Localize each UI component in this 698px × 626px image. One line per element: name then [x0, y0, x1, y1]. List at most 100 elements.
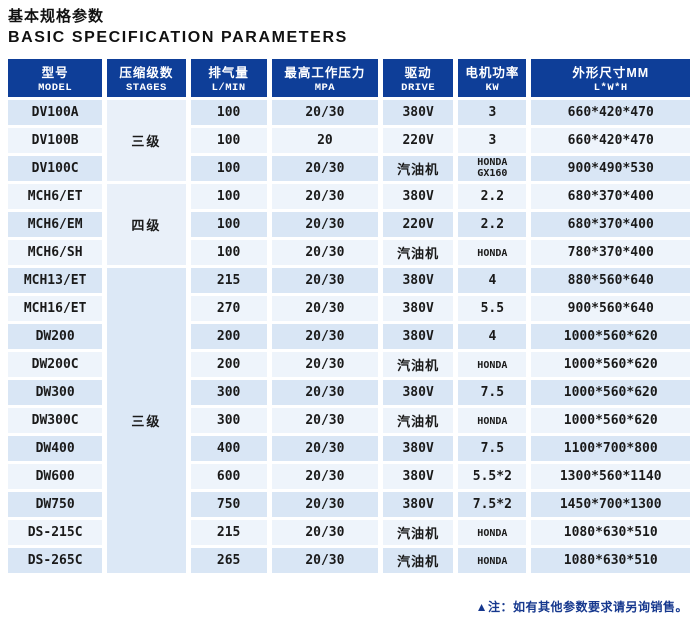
power-cell: HONDA — [458, 520, 527, 545]
table-row: DW600 600 20/30 380V 5.5*2 1300*560*1140 — [8, 464, 690, 489]
power-cell: 4 — [458, 268, 527, 293]
power-cell: 2.2 — [458, 184, 527, 209]
table-row: MCH6/EM 100 20/30 220V 2.2 680*370*400 — [8, 212, 690, 237]
displacement-cell: 270 — [190, 296, 267, 321]
displacement-cell: 200 — [190, 352, 267, 377]
column-header-mpa: 最高工作压力 MPA — [271, 59, 379, 97]
column-header-zh: 排气量 — [208, 66, 249, 80]
page-title-block: 基本规格参数 BASIC SPECIFICATION PARAMETERS — [0, 0, 698, 47]
table-header-row: 型号 MODEL 压缩级数 STAGES 排气量 L/MIN 最高工作压力 MPA 驱动 DRIV… — [8, 59, 690, 97]
power-cell: 5.5*2 — [458, 464, 527, 489]
column-header-en: MODEL — [38, 82, 73, 94]
page-title-zh: 基本规格参数 — [8, 8, 105, 25]
column-header-zh: 压缩级数 — [119, 66, 174, 80]
dimensions-cell: 1000*560*620 — [531, 380, 690, 405]
table-row: MCH13/ET 三级 215 20/30 380V 4 880*560*640 — [8, 268, 690, 573]
drive-cell: 380V — [383, 492, 454, 517]
model-cell: MCH6/ET — [8, 184, 103, 209]
column-header-en: L*W*H — [593, 82, 628, 94]
column-header-en: KW — [485, 82, 500, 94]
dimensions-cell: 1300*560*1140 — [531, 464, 690, 489]
model-cell: DW200 — [8, 324, 103, 349]
power-cell: 7.5 — [458, 436, 527, 461]
displacement-cell: 265 — [190, 548, 267, 573]
drive-cell: 380V — [383, 296, 454, 321]
model-cell: DW300C — [8, 408, 103, 433]
engine-brand-label: HONDA — [477, 360, 508, 371]
pressure-cell: 20/30 — [271, 240, 379, 265]
model-cell: MCH6/SH — [8, 240, 103, 265]
power-cell: 2.2 — [458, 212, 527, 237]
page-title-en: BASIC SPECIFICATION PARAMETERS — [8, 29, 348, 46]
drive-cell: 380V — [383, 268, 454, 293]
displacement-cell: 215 — [190, 520, 267, 545]
dimensions-cell: 680*370*400 — [531, 184, 690, 209]
model-cell: MCH6/EM — [8, 212, 103, 237]
power-cell: HONDA — [458, 548, 527, 573]
column-header-zh: 最高工作压力 — [284, 66, 366, 80]
pressure-cell: 20/30 — [271, 296, 379, 321]
table-row: DV100A 三级 100 20/30 380V 3 660*420*470 — [8, 100, 690, 181]
model-cell: DW400 — [8, 436, 103, 461]
power-cell: HONDA — [458, 408, 527, 433]
pressure-cell: 20/30 — [271, 548, 379, 573]
displacement-cell: 100 — [190, 212, 267, 237]
model-cell: DS-215C — [8, 520, 103, 545]
displacement-cell: 100 — [190, 128, 267, 153]
pressure-cell: 20/30 — [271, 352, 379, 377]
footer-note: ▲注：如有其他参数要求请另询销售。 — [475, 600, 688, 614]
power-cell: HONDA GX160 — [458, 156, 527, 181]
spec-table-body: DV100A 三级 100 20/30 380V 3 660*420*470 DV100B 10… — [8, 100, 690, 573]
column-header-zh: 外形尺寸MM — [572, 66, 650, 80]
column-header-en: STAGES — [125, 82, 167, 94]
dimensions-cell: 660*420*470 — [531, 100, 690, 125]
stages-cell: 三级 — [107, 100, 186, 181]
stages-cell: 三级 — [107, 268, 186, 573]
column-header-en: DRIVE — [401, 82, 436, 94]
spec-table: 型号 MODEL 压缩级数 STAGES 排气量 L/MIN 最高工作压力 MPA 驱动 DRIV… — [3, 56, 695, 576]
model-cell: DS-265C — [8, 548, 103, 573]
column-header-zh: 驱动 — [404, 66, 432, 80]
table-row: DW400 400 20/30 380V 7.5 1100*700*800 — [8, 436, 690, 461]
table-row: MCH6/ET 四级 100 20/30 380V 2.2 680*370*400 — [8, 184, 690, 265]
pressure-cell: 20/30 — [271, 408, 379, 433]
pressure-cell: 20/30 — [271, 520, 379, 545]
pressure-cell: 20/30 — [271, 324, 379, 349]
model-cell: DW600 — [8, 464, 103, 489]
dimensions-cell: 1080*630*510 — [531, 520, 690, 545]
pressure-cell: 20/30 — [271, 380, 379, 405]
column-header-kw: 电机功率 KW — [458, 59, 527, 97]
power-cell: 4 — [458, 324, 527, 349]
dimensions-cell: 900*490*530 — [531, 156, 690, 181]
displacement-cell: 600 — [190, 464, 267, 489]
engine-brand-label: HONDA — [477, 248, 508, 259]
model-cell: DW750 — [8, 492, 103, 517]
table-row: MCH6/SH 100 20/30 汽油机 HONDA 780*370*400 — [8, 240, 690, 265]
pressure-cell: 20/30 — [271, 184, 379, 209]
model-cell: MCH13/ET — [8, 268, 103, 293]
engine-brand-label: HONDA — [477, 416, 508, 427]
drive-cell: 汽油机 — [383, 240, 454, 265]
dimensions-cell: 680*370*400 — [531, 212, 690, 237]
drive-cell: 380V — [383, 324, 454, 349]
displacement-cell: 200 — [190, 324, 267, 349]
displacement-cell: 100 — [190, 240, 267, 265]
dimensions-cell: 880*560*640 — [531, 268, 690, 293]
pressure-cell: 20/30 — [271, 156, 379, 181]
displacement-cell: 400 — [190, 436, 267, 461]
power-cell: 7.5*2 — [458, 492, 527, 517]
drive-cell: 380V — [383, 100, 454, 125]
dimensions-cell: 1000*560*620 — [531, 352, 690, 377]
drive-cell: 汽油机 — [383, 520, 454, 545]
pressure-cell: 20 — [271, 128, 379, 153]
displacement-cell: 100 — [190, 156, 267, 181]
dimensions-cell: 1080*630*510 — [531, 548, 690, 573]
column-header-l-w-h: 外形尺寸MM L*W*H — [531, 59, 690, 97]
model-cell: MCH16/ET — [8, 296, 103, 321]
power-cell: 7.5 — [458, 380, 527, 405]
dimensions-cell: 1100*700*800 — [531, 436, 690, 461]
table-row: DS-215C 215 20/30 汽油机 HONDA 1080*630*510 — [8, 520, 690, 545]
table-row: DW200 200 20/30 380V 4 1000*560*620 — [8, 324, 690, 349]
table-row: DW300C 300 20/30 汽油机 HONDA 1000*560*620 — [8, 408, 690, 433]
